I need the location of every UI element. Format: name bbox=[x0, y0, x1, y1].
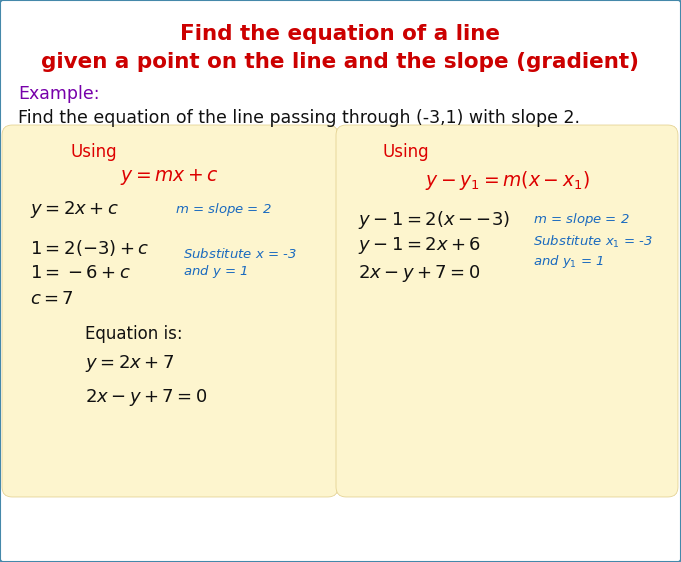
FancyBboxPatch shape bbox=[2, 125, 338, 497]
Text: $1 = 2(-3) + c$: $1 = 2(-3) + c$ bbox=[30, 238, 149, 258]
Text: $y - 1 = 2x + 6$: $y - 1 = 2x + 6$ bbox=[358, 235, 481, 256]
FancyBboxPatch shape bbox=[336, 125, 678, 497]
Text: $y = 2x + 7$: $y = 2x + 7$ bbox=[85, 353, 174, 374]
Text: $m$ = slope = 2: $m$ = slope = 2 bbox=[175, 202, 272, 219]
Text: $y - 1 = 2(x - {-3})$: $y - 1 = 2(x - {-3})$ bbox=[358, 209, 510, 231]
Text: Substitute $x_1$ = -3: Substitute $x_1$ = -3 bbox=[533, 234, 653, 250]
Text: $1 = -6 + c$: $1 = -6 + c$ bbox=[30, 264, 131, 282]
Text: Example:: Example: bbox=[18, 85, 99, 103]
Text: and $y_1$ = 1: and $y_1$ = 1 bbox=[533, 253, 604, 270]
Text: $y = mx + c$: $y = mx + c$ bbox=[121, 167, 219, 187]
Text: Substitute $x$ = -3: Substitute $x$ = -3 bbox=[183, 247, 297, 261]
Text: $2x - y + 7 = 0$: $2x - y + 7 = 0$ bbox=[358, 262, 481, 283]
Text: and $y$ = 1: and $y$ = 1 bbox=[183, 264, 248, 280]
Text: $y - y_1 = m(x - x_1)$: $y - y_1 = m(x - x_1)$ bbox=[424, 169, 590, 192]
Text: Using: Using bbox=[382, 143, 428, 161]
Text: Equation is:: Equation is: bbox=[85, 325, 183, 343]
Text: Using: Using bbox=[70, 143, 116, 161]
Text: given a point on the line and the slope (gradient): given a point on the line and the slope … bbox=[41, 52, 639, 72]
Text: Find the equation of a line: Find the equation of a line bbox=[180, 24, 500, 44]
Text: $2x - y + 7 = 0$: $2x - y + 7 = 0$ bbox=[85, 387, 208, 407]
Text: $m$ = slope = 2: $m$ = slope = 2 bbox=[533, 211, 630, 229]
Text: $y = 2x + c$: $y = 2x + c$ bbox=[30, 200, 119, 220]
Text: $c = 7$: $c = 7$ bbox=[30, 290, 74, 308]
Text: Find the equation of the line passing through (-3,1) with slope 2.: Find the equation of the line passing th… bbox=[18, 109, 580, 127]
